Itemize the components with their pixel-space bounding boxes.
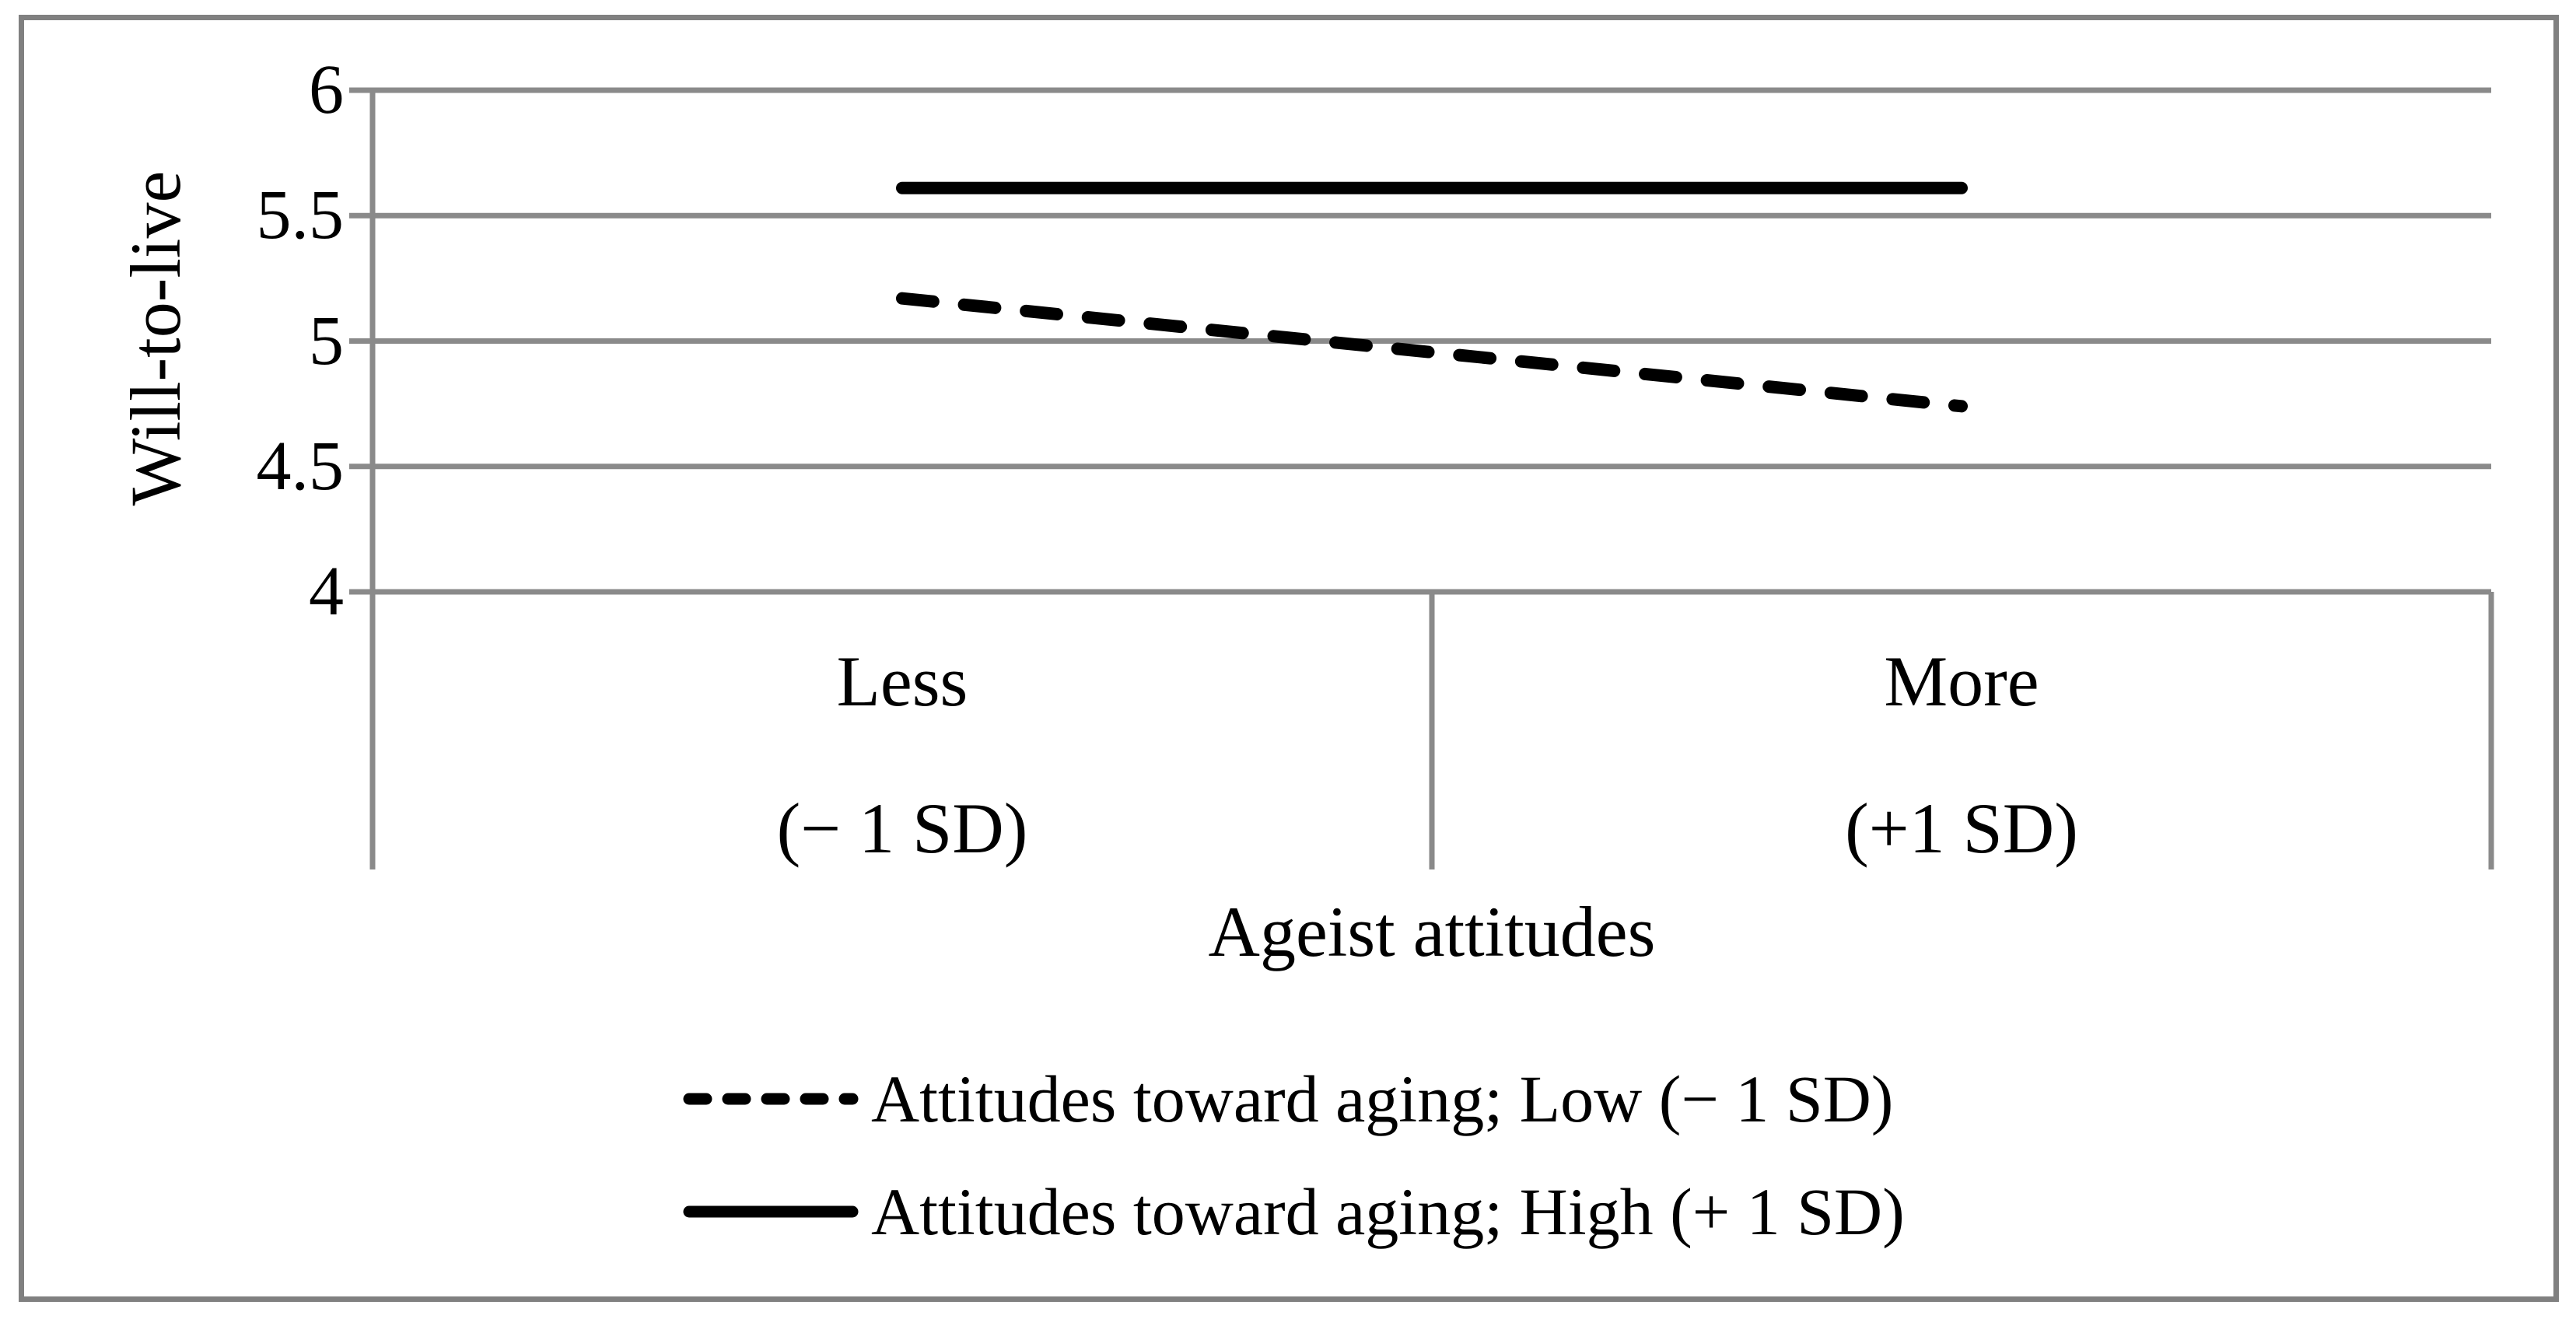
y-tick-label-5.5: 5.5 xyxy=(256,177,345,254)
legend-row-low: Attitudes toward aging; Low (− 1 SD) xyxy=(683,1056,1905,1142)
y-tick-label-6: 6 xyxy=(309,51,344,128)
legend-label-high: Attitudes toward aging; High (+ 1 SD) xyxy=(871,1174,1905,1249)
series-line-low xyxy=(896,292,1968,413)
legend: Attitudes toward aging; Low (− 1 SD) Att… xyxy=(683,1056,1905,1254)
legend-row-high: Attitudes toward aging; High (+ 1 SD) xyxy=(683,1169,1905,1254)
category-label-line1-1: More xyxy=(1884,642,2039,721)
y-tick-label-5: 5 xyxy=(309,302,344,380)
solid-line-swatch-icon xyxy=(683,1205,859,1218)
y-tick-label-4.5: 4.5 xyxy=(256,427,345,505)
y-tick-label-4: 4 xyxy=(309,553,344,630)
x-axis-title: Ageist attitudes xyxy=(1208,892,1656,971)
category-label-line2-0: (− 1 SD) xyxy=(776,789,1028,868)
dashed-line-swatch-icon xyxy=(683,1093,859,1105)
category-label-line1-0: Less xyxy=(836,642,968,721)
legend-label-low: Attitudes toward aging; Low (− 1 SD) xyxy=(871,1062,1894,1136)
figure-border xyxy=(19,15,2559,1302)
category-label-line2-1: (+1 SD) xyxy=(1845,789,2078,868)
